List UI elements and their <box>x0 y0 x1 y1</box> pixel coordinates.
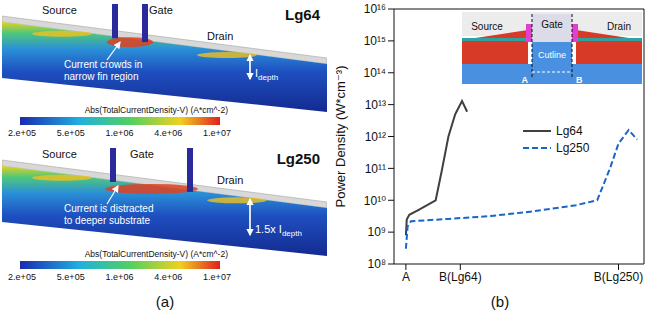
svg-text:1.e+07: 1.e+07 <box>203 272 231 282</box>
svg-text:5.e+05: 5.e+05 <box>57 272 85 282</box>
svg-text:A: A <box>522 75 529 85</box>
svg-text:10¹¹: 10¹¹ <box>365 162 386 176</box>
svg-text:1.e+06: 1.e+06 <box>106 128 134 138</box>
svg-text:Drain: Drain <box>607 21 631 32</box>
svg-text:Lg250: Lg250 <box>277 150 320 167</box>
svg-text:10⁹: 10⁹ <box>368 225 387 239</box>
svg-text:10⁸: 10⁸ <box>368 257 386 271</box>
svg-text:Abs(TotalCurrentDensity-V) (A*: Abs(TotalCurrentDensity-V) (A*cm^-2) <box>85 105 228 115</box>
svg-text:B(Lg250): B(Lg250) <box>594 270 643 284</box>
svg-text:Drain: Drain <box>207 30 233 42</box>
svg-text:2.e+05: 2.e+05 <box>8 128 36 138</box>
svg-text:A: A <box>402 270 410 284</box>
html-text:(a): (a) <box>155 293 175 310</box>
svg-text:Gate: Gate <box>130 148 154 160</box>
svg-text:2.e+05: 2.e+05 <box>8 272 36 282</box>
svg-text:10¹²: 10¹² <box>365 130 386 144</box>
html-text:Lg64: Lg64 <box>556 123 583 138</box>
svg-text:B: B <box>576 75 583 85</box>
svg-text:Cutline: Cutline <box>538 50 566 60</box>
html-text:(b): (b) <box>490 293 510 310</box>
svg-text:Current is distracted: Current is distracted <box>64 203 153 214</box>
svg-text:Source: Source <box>42 4 77 16</box>
svg-text:Idepth: Idepth <box>255 67 278 82</box>
svg-text:4.e+06: 4.e+06 <box>154 272 182 282</box>
svg-text:Lg64: Lg64 <box>285 6 321 23</box>
svg-text:1.e+06: 1.e+06 <box>106 272 134 282</box>
svg-text:10¹⁴: 10¹⁴ <box>364 66 387 80</box>
svg-text:Gate: Gate <box>149 4 173 16</box>
svg-text:Current crowds in: Current crowds in <box>64 59 142 70</box>
html-text:Lg250: Lg250 <box>556 140 590 155</box>
svg-text:1.e+07: 1.e+07 <box>203 128 231 138</box>
svg-text:5.e+05: 5.e+05 <box>57 128 85 138</box>
svg-text:Gate: Gate <box>541 19 563 30</box>
svg-text:10¹³: 10¹³ <box>365 98 386 112</box>
svg-text:to deeper substrate: to deeper substrate <box>64 215 151 226</box>
svg-text:B(Lg64): B(Lg64) <box>439 270 482 284</box>
svg-text:10¹⁵: 10¹⁵ <box>364 34 386 48</box>
svg-text:Power Density (W*cm⁻³): Power Density (W*cm⁻³) <box>333 66 348 208</box>
svg-text:Source: Source <box>471 21 503 32</box>
svg-text:4.e+06: 4.e+06 <box>154 128 182 138</box>
svg-text:Abs(TotalCurrentDensity-V) (A*: Abs(TotalCurrentDensity-V) (A*cm^-2) <box>85 249 228 259</box>
svg-text:Source: Source <box>42 148 77 160</box>
svg-text:1.5x Idepth: 1.5x Idepth <box>255 223 302 238</box>
svg-text:Drain: Drain <box>217 174 243 186</box>
svg-text:10¹⁶: 10¹⁶ <box>364 2 386 16</box>
svg-text:narrow fin region: narrow fin region <box>64 71 138 82</box>
svg-text:10¹⁰: 10¹⁰ <box>364 194 386 208</box>
